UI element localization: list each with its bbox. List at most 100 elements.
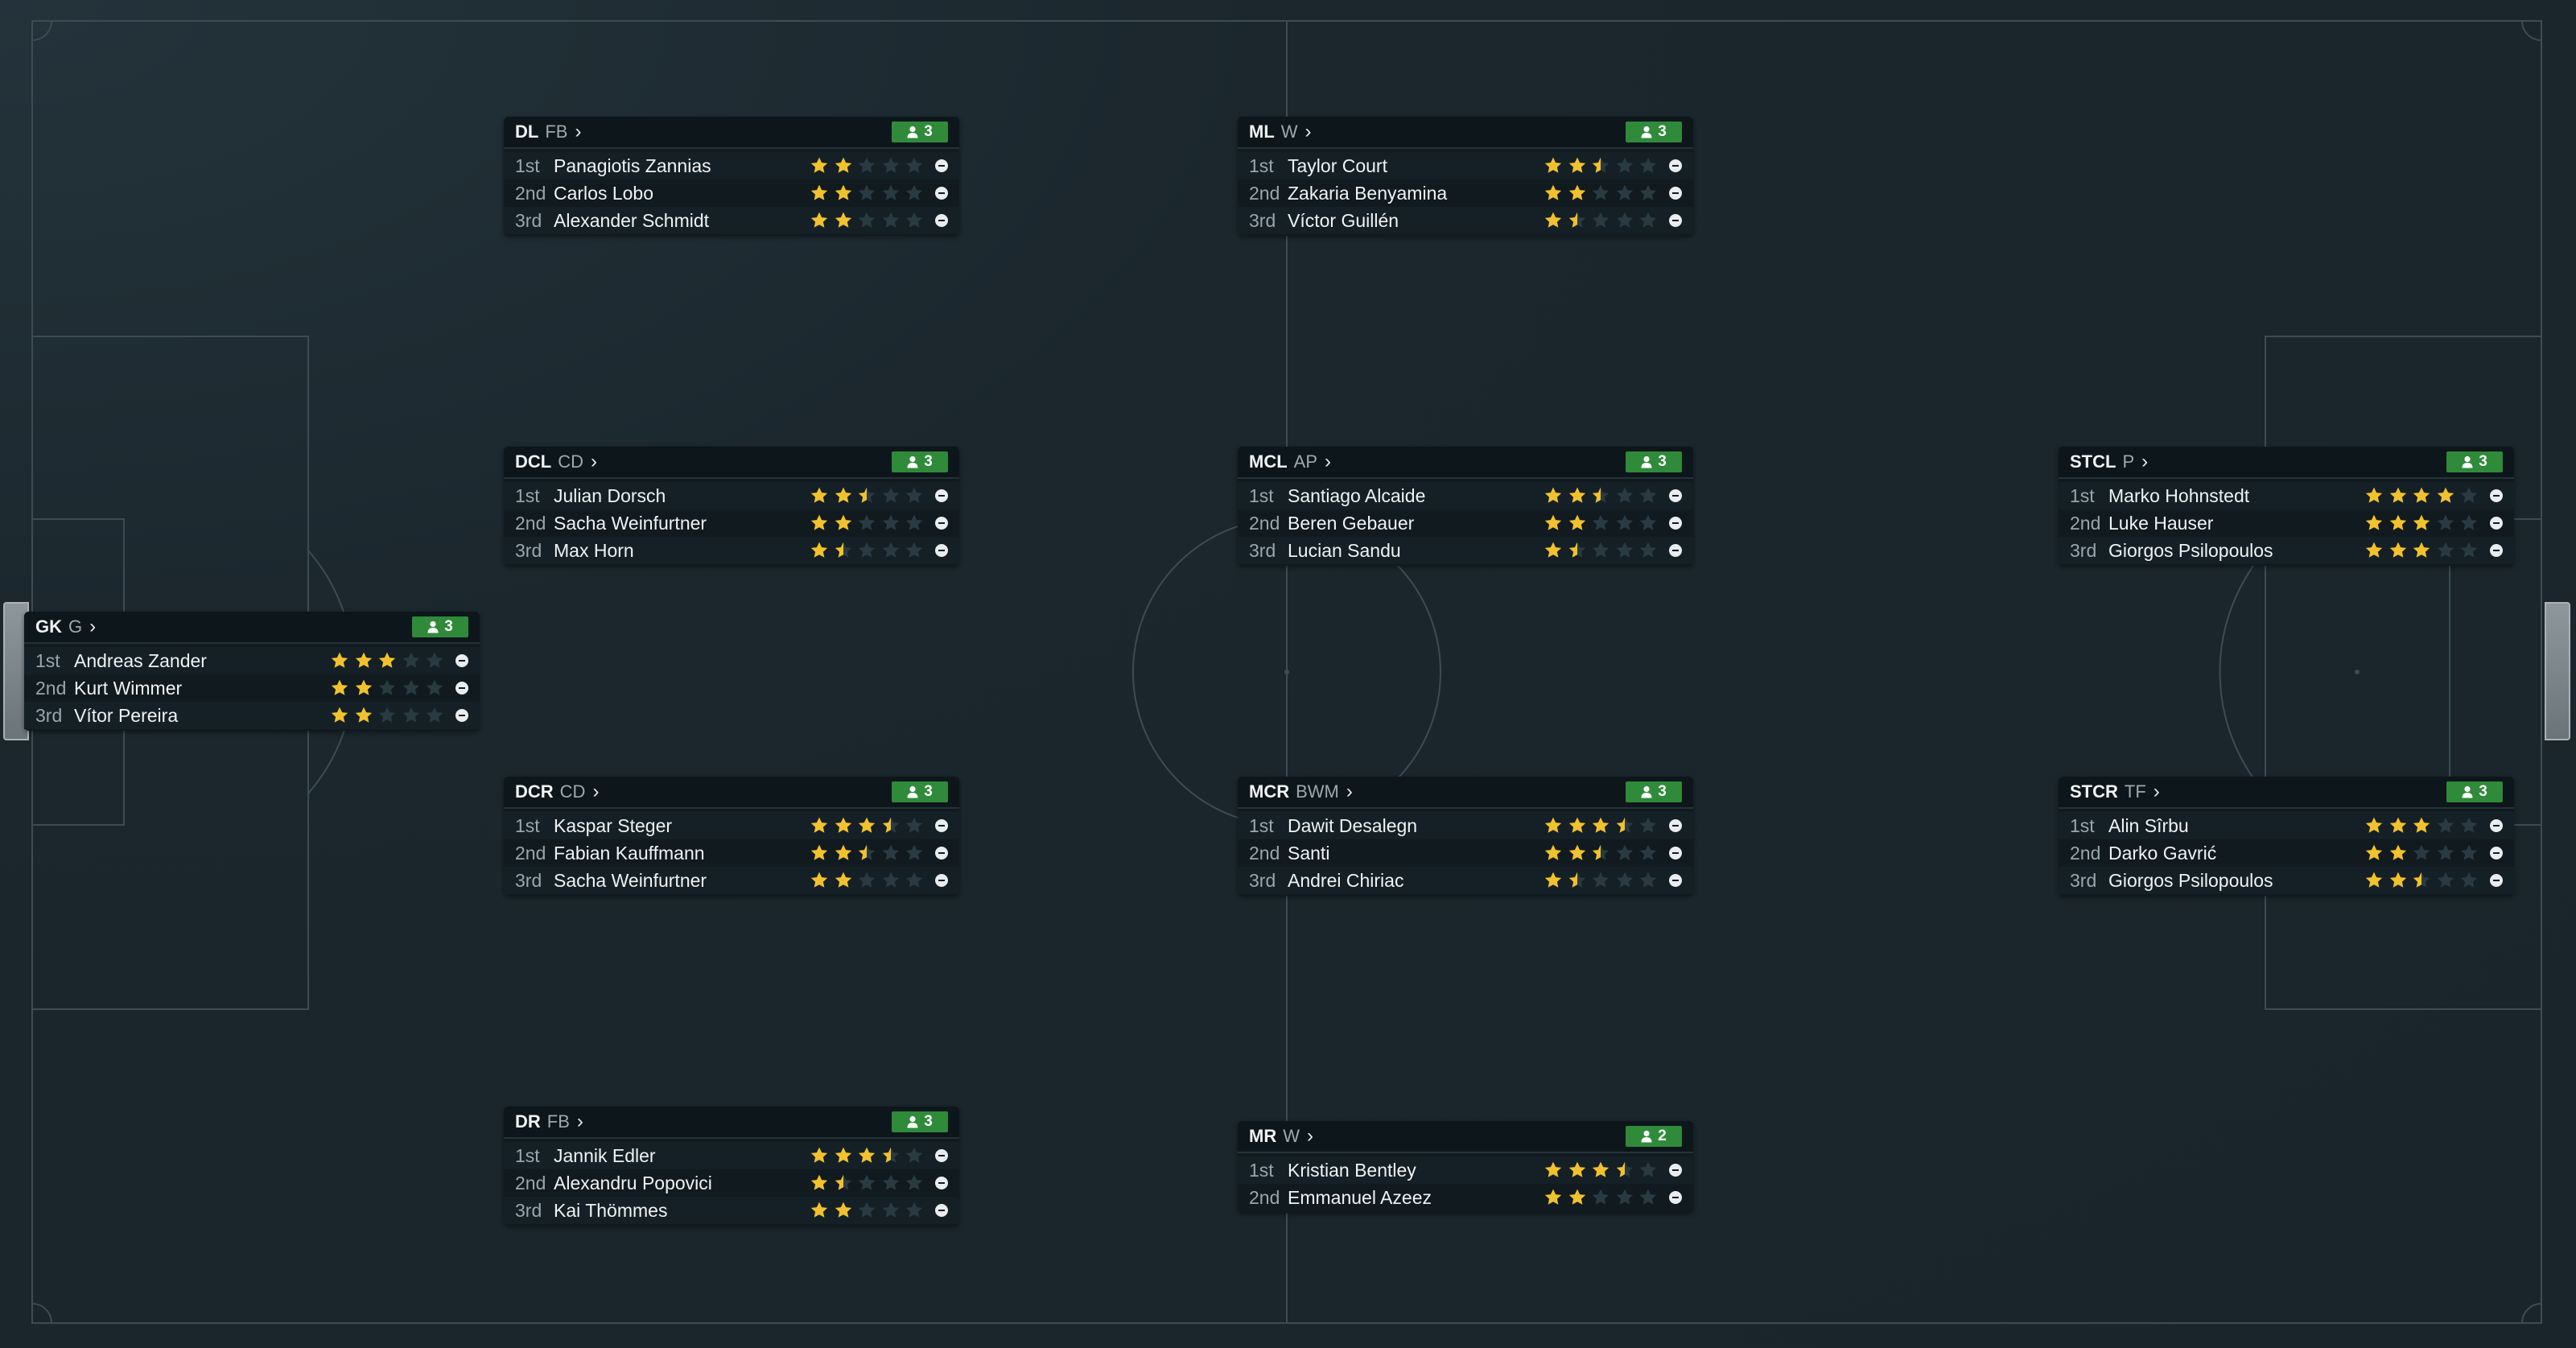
chevron-right-icon[interactable]: ›	[1306, 1125, 1313, 1147]
chevron-right-icon[interactable]: ›	[575, 121, 582, 142]
player-row[interactable]: 1st Alin Sîrbu	[2059, 812, 2514, 839]
chevron-right-icon[interactable]: ›	[1325, 451, 1332, 472]
player-name[interactable]: Lucian Sandu	[1288, 539, 1401, 561]
remove-player-icon[interactable]	[455, 654, 468, 667]
player-row[interactable]: 2nd Kurt Wimmer	[24, 674, 480, 702]
chevron-right-icon[interactable]: ›	[592, 781, 600, 802]
player-name[interactable]: Carlos Lobo	[554, 182, 654, 204]
player-row[interactable]: 2nd Santi	[1238, 839, 1693, 867]
player-name[interactable]: Marko Hohnstedt	[2108, 484, 2250, 506]
player-name[interactable]: Jannik Edler	[554, 1144, 656, 1166]
player-name[interactable]: Andrei Chiriac	[1288, 869, 1404, 891]
chevron-right-icon[interactable]: ›	[591, 451, 597, 472]
remove-player-icon[interactable]	[1669, 489, 1682, 502]
player-row[interactable]: 1st Dawit Desalegn	[1238, 812, 1693, 839]
player-name[interactable]: Vítor Pereira	[74, 704, 179, 726]
player-row[interactable]: 3rd Max Horn	[504, 537, 959, 564]
player-row[interactable]: 2nd Sacha Weinfurtner	[504, 509, 959, 537]
remove-player-icon[interactable]	[1669, 159, 1682, 172]
player-name[interactable]: Sacha Weinfurtner	[554, 512, 707, 534]
player-row[interactable]: 2nd Luke Hauser	[2059, 509, 2514, 537]
player-row[interactable]: 3rd Andrei Chiriac	[1238, 867, 1693, 894]
position-header[interactable]: DCR CD › 3	[504, 777, 959, 809]
player-row[interactable]: 3rd Giorgos Psilopoulos	[2059, 537, 2514, 564]
chevron-right-icon[interactable]: ›	[1304, 121, 1312, 142]
remove-player-icon[interactable]	[935, 214, 948, 227]
remove-player-icon[interactable]	[1669, 517, 1682, 530]
player-row[interactable]: 3rd Kai Thömmes	[504, 1197, 959, 1224]
remove-player-icon[interactable]	[935, 874, 948, 887]
remove-player-icon[interactable]	[1669, 819, 1682, 832]
player-count-badge[interactable]: 3	[1626, 781, 1682, 802]
remove-player-icon[interactable]	[1669, 847, 1682, 860]
player-row[interactable]: 2nd Beren Gebauer	[1238, 509, 1693, 537]
remove-player-icon[interactable]	[2490, 847, 2503, 860]
player-name[interactable]: Andreas Zander	[74, 649, 207, 671]
player-name[interactable]: Santi	[1288, 842, 1330, 864]
player-row[interactable]: 1st Julian Dorsch	[504, 482, 959, 509]
player-name[interactable]: Santiago Alcaide	[1288, 484, 1426, 506]
remove-player-icon[interactable]	[1669, 874, 1682, 887]
chevron-right-icon[interactable]: ›	[2153, 781, 2160, 802]
player-row[interactable]: 2nd Carlos Lobo	[504, 179, 959, 207]
player-count-badge[interactable]: 3	[892, 781, 948, 802]
player-row[interactable]: 1st Marko Hohnstedt	[2059, 482, 2514, 509]
player-row[interactable]: 2nd Fabian Kauffmann	[504, 839, 959, 867]
remove-player-icon[interactable]	[2490, 517, 2503, 530]
player-name[interactable]: Zakaria Benyamina	[1288, 182, 1448, 204]
remove-player-icon[interactable]	[1669, 214, 1682, 227]
player-name[interactable]: Giorgos Psilopoulos	[2108, 539, 2273, 561]
position-header[interactable]: STCR TF › 3	[2059, 777, 2514, 809]
player-name[interactable]: Kurt Wimmer	[74, 677, 183, 699]
player-name[interactable]: Kaspar Steger	[554, 814, 673, 836]
chevron-right-icon[interactable]: ›	[1346, 781, 1353, 802]
chevron-right-icon[interactable]: ›	[576, 1111, 583, 1132]
position-header[interactable]: DR FB › 3	[504, 1107, 959, 1139]
player-name[interactable]: Sacha Weinfurtner	[554, 869, 707, 891]
player-count-badge[interactable]: 3	[1626, 451, 1682, 472]
player-count-badge[interactable]: 2	[1626, 1126, 1682, 1147]
remove-player-icon[interactable]	[935, 1149, 948, 1162]
player-name[interactable]: Giorgos Psilopoulos	[2108, 869, 2273, 891]
remove-player-icon[interactable]	[935, 187, 948, 200]
player-count-badge[interactable]: 3	[1626, 122, 1682, 142]
chevron-right-icon[interactable]: ›	[2141, 451, 2149, 472]
remove-player-icon[interactable]	[935, 489, 948, 502]
chevron-right-icon[interactable]: ›	[89, 616, 97, 637]
player-name[interactable]: Víctor Guillén	[1288, 209, 1399, 231]
remove-player-icon[interactable]	[935, 1177, 948, 1189]
player-name[interactable]: Alin Sîrbu	[2108, 814, 2189, 836]
player-name[interactable]: Julian Dorsch	[554, 484, 666, 506]
player-row[interactable]: 3rd Víctor Guillén	[1238, 207, 1693, 234]
player-name[interactable]: Darko Gavrić	[2108, 842, 2217, 864]
player-row[interactable]: 3rd Giorgos Psilopoulos	[2059, 867, 2514, 894]
player-count-badge[interactable]: 3	[892, 1111, 948, 1132]
player-row[interactable]: 2nd Emmanuel Azeez	[1238, 1184, 1693, 1211]
player-name[interactable]: Emmanuel Azeez	[1288, 1186, 1432, 1208]
player-name[interactable]: Beren Gebauer	[1288, 512, 1415, 534]
player-row[interactable]: 2nd Zakaria Benyamina	[1238, 179, 1693, 207]
player-name[interactable]: Kristian Bentley	[1288, 1159, 1416, 1181]
remove-player-icon[interactable]	[935, 159, 948, 172]
remove-player-icon[interactable]	[1669, 187, 1682, 200]
player-row[interactable]: 1st Panagiotis Zannias	[504, 152, 959, 179]
remove-player-icon[interactable]	[935, 1204, 948, 1217]
remove-player-icon[interactable]	[455, 682, 468, 695]
player-name[interactable]: Panagiotis Zannias	[554, 155, 711, 176]
player-count-badge[interactable]: 3	[412, 616, 468, 637]
position-header[interactable]: MCL AP › 3	[1238, 447, 1693, 479]
player-count-badge[interactable]: 3	[2446, 781, 2503, 802]
player-row[interactable]: 3rd Vítor Pereira	[24, 702, 480, 729]
player-name[interactable]: Max Horn	[554, 539, 634, 561]
player-row[interactable]: 3rd Alexander Schmidt	[504, 207, 959, 234]
remove-player-icon[interactable]	[2490, 874, 2503, 887]
position-header[interactable]: GK G › 3	[24, 612, 480, 644]
player-row[interactable]: 2nd Darko Gavrić	[2059, 839, 2514, 867]
remove-player-icon[interactable]	[935, 544, 948, 557]
player-name[interactable]: Luke Hauser	[2108, 512, 2214, 534]
player-name[interactable]: Dawit Desalegn	[1288, 814, 1418, 836]
remove-player-icon[interactable]	[935, 847, 948, 860]
player-count-badge[interactable]: 3	[2446, 451, 2503, 472]
position-header[interactable]: MCR BWM › 3	[1238, 777, 1693, 809]
player-row[interactable]: 1st Andreas Zander	[24, 647, 480, 674]
